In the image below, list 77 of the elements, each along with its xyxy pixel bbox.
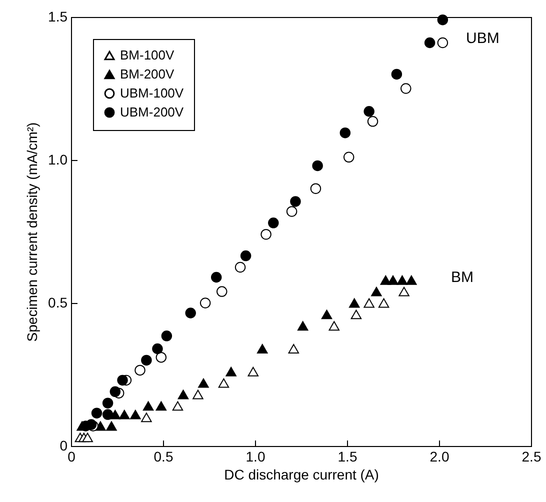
point (130, 410, 141, 420)
point (340, 127, 351, 138)
point (437, 37, 448, 48)
point (210, 272, 222, 283)
point (288, 344, 300, 354)
point (367, 116, 378, 127)
point (192, 390, 204, 400)
point (437, 14, 448, 26)
y-axis-title: Specimen current density (mA/cm²) (24, 122, 40, 342)
point (380, 275, 392, 285)
point (398, 286, 410, 296)
legend-label: UBM-100V (120, 86, 184, 100)
y-tick-label: 0.5 (48, 294, 68, 310)
annotation: BM (451, 269, 474, 286)
legend-label: UBM-200V (120, 104, 184, 120)
point (172, 401, 184, 411)
point (240, 250, 252, 262)
point (297, 321, 308, 331)
point (268, 218, 279, 228)
point (248, 366, 259, 376)
point (134, 364, 146, 376)
point (234, 262, 246, 273)
point (156, 401, 167, 411)
point (310, 183, 322, 194)
point (406, 275, 417, 285)
annotation: UBM (466, 30, 500, 47)
point (218, 378, 230, 388)
point (102, 398, 114, 408)
point (256, 344, 268, 354)
point (198, 378, 209, 388)
point (200, 298, 211, 308)
point (396, 275, 408, 285)
point (142, 401, 154, 411)
x-axis-title: DC discharge current (A) (224, 466, 379, 482)
point (226, 366, 236, 376)
point (328, 321, 340, 331)
point (91, 408, 102, 418)
point (400, 83, 412, 94)
y-tick-label: 1.0 (48, 152, 68, 168)
point (117, 374, 128, 386)
point (82, 432, 93, 442)
point (424, 37, 436, 48)
point (343, 152, 354, 163)
legend-label: BM-200V (120, 66, 175, 82)
x-tick-label: 1.5 (338, 448, 358, 464)
y-tick-label: 0 (60, 438, 68, 454)
point (286, 206, 298, 217)
point (216, 286, 228, 297)
point (118, 410, 130, 420)
y-tick-label: 1.5 (48, 8, 68, 24)
point (106, 421, 117, 431)
point (141, 412, 152, 422)
point (312, 160, 323, 172)
point (156, 352, 167, 363)
point (364, 106, 374, 117)
point (388, 275, 398, 285)
point (102, 409, 114, 420)
point (185, 308, 196, 318)
point (178, 390, 189, 400)
point (378, 298, 390, 308)
x-tick-label: 2.5 (522, 448, 542, 464)
point (391, 68, 402, 80)
point (321, 310, 332, 320)
point (290, 196, 301, 207)
legend-label: BM-100V (120, 48, 175, 62)
point (350, 310, 362, 320)
point (152, 343, 163, 354)
point (364, 298, 374, 308)
point (161, 330, 172, 342)
x-tick-label: 2.0 (430, 448, 450, 464)
point (260, 228, 272, 240)
x-tick-label: 0.5 (154, 448, 174, 464)
x-tick-label: 1.0 (246, 448, 266, 464)
point (348, 298, 360, 308)
point (141, 354, 152, 366)
point (110, 386, 121, 398)
point (371, 286, 382, 296)
